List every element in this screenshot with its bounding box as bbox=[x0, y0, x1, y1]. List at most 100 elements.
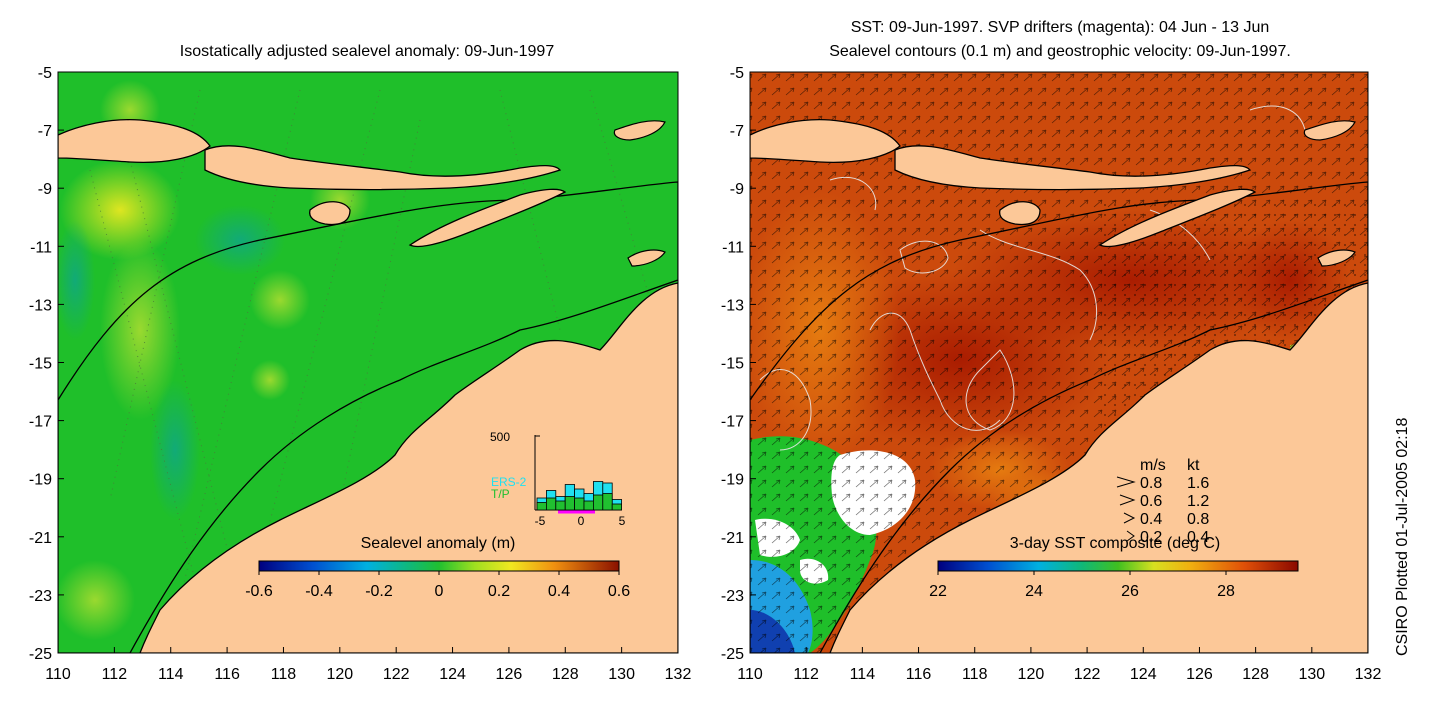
y-tick-label: -25 bbox=[29, 646, 52, 663]
sst-colorbar: 3-day SST composite (deg C) 22 24 26 28 bbox=[929, 535, 1299, 600]
y-tick-label: -7 bbox=[38, 123, 52, 140]
sla-colorbar: Sealevel anomaly (m) -0.6 -0.4 -0.2 0 0.2 0.4… bbox=[245, 535, 630, 600]
sla-anomaly-blob bbox=[58, 560, 135, 640]
velocity-legend-kt: 0.4 bbox=[1187, 529, 1209, 546]
y-tick-label: -23 bbox=[29, 588, 52, 605]
island-small bbox=[627, 249, 666, 267]
sla-low-anomaly-blob bbox=[195, 205, 285, 275]
y-tick-label: -7 bbox=[730, 123, 744, 140]
x-tick-label: 128 bbox=[1242, 666, 1269, 683]
x-tick-label: 114 bbox=[850, 666, 876, 683]
x-tick-label: 118 bbox=[962, 666, 988, 683]
colorbar-tick-label: -0.4 bbox=[305, 583, 333, 600]
x-tick-label: 112 bbox=[102, 666, 128, 683]
right-panel-title-line2: Sealevel contours (0.1 m) and geostrophi… bbox=[829, 43, 1291, 60]
y-tick-label: -25 bbox=[721, 646, 744, 663]
island-small bbox=[1317, 249, 1356, 267]
x-tick-label: 114 bbox=[158, 666, 184, 683]
colorbar-tick-label: 0.6 bbox=[608, 583, 630, 600]
velocity-arrow-icon bbox=[1119, 494, 1136, 506]
velocity-legend-ms: 0.8 bbox=[1140, 475, 1162, 492]
y-tick-label: -13 bbox=[721, 297, 744, 314]
x-tick-label: 110 bbox=[45, 666, 71, 683]
legend-ers2: ERS-2 bbox=[491, 475, 527, 489]
x-tick-label: 132 bbox=[665, 666, 692, 683]
velocity-legend-kt: 1.2 bbox=[1187, 493, 1209, 510]
x-tick-label: 112 bbox=[793, 666, 819, 683]
sealevel-contours bbox=[759, 105, 1306, 451]
sla-colorbar-label: Sealevel anomaly (m) bbox=[361, 535, 516, 552]
y-tick-label: -17 bbox=[721, 414, 744, 431]
island-java-bali bbox=[750, 119, 901, 164]
y-tick-label: -21 bbox=[29, 530, 52, 547]
y-tick-label: -23 bbox=[721, 588, 744, 605]
x-tick-label: 118 bbox=[271, 666, 297, 683]
island-sumba bbox=[309, 201, 351, 226]
y-tick-label: -19 bbox=[721, 472, 744, 489]
x-tick-label: 110 bbox=[737, 666, 763, 683]
y-tick-label: -11 bbox=[30, 239, 52, 256]
velocity-legend-header-ms: m/s bbox=[1140, 457, 1166, 474]
island-lesser-sunda bbox=[894, 145, 1252, 191]
velocity-legend-header-kt: kt bbox=[1187, 457, 1200, 474]
x-tick-label: 116 bbox=[906, 666, 932, 683]
plot-timestamp-label: CSIRO Plotted 01-Jul-2005 02:18 bbox=[1394, 418, 1411, 656]
velocity-legend-kt: 1.6 bbox=[1187, 475, 1209, 492]
island-small bbox=[1303, 120, 1356, 141]
island-sumba bbox=[999, 201, 1041, 226]
y-tick-label: -11 bbox=[722, 239, 744, 256]
island-timor bbox=[1098, 188, 1257, 248]
y-tick-label: -5 bbox=[38, 65, 52, 82]
x-tick-label: 126 bbox=[496, 666, 523, 683]
y-tick-label: -5 bbox=[730, 65, 744, 82]
velocity-legend-ms: 0.2 bbox=[1140, 529, 1162, 546]
histogram-bar-tp bbox=[546, 497, 557, 511]
velocity-legend: m/s kt 0.8 1.60.6 1.20.4 0.80.2 0.4 bbox=[1116, 457, 1209, 546]
x-tick-label: 132 bbox=[1355, 666, 1382, 683]
x-tick-label: 130 bbox=[608, 666, 635, 683]
histogram-bar-tp bbox=[555, 500, 566, 511]
sla-anomaly-blob bbox=[250, 270, 310, 330]
histogram-bar-tp bbox=[593, 494, 604, 511]
y-tick-label: -19 bbox=[29, 472, 52, 489]
x-tick-label: 130 bbox=[1298, 666, 1325, 683]
colorbar-tick-label: -0.6 bbox=[245, 583, 273, 600]
velocity-arrow-icon bbox=[1126, 530, 1135, 542]
left-x-axis: 110 112 114 116 118 120 122 124 126 128 130 132 bbox=[45, 647, 691, 683]
sla-low-anomaly-blob bbox=[150, 380, 200, 520]
sla-anomaly-blob bbox=[250, 360, 290, 400]
sla-anomaly-blob bbox=[100, 240, 180, 420]
histogram-x-tick-label: 0 bbox=[578, 514, 585, 528]
y-tick-label: -13 bbox=[29, 297, 52, 314]
histogram-bar-tp bbox=[583, 500, 594, 511]
sst-map bbox=[750, 72, 1368, 653]
x-tick-label: 122 bbox=[1074, 666, 1101, 683]
colorbar-tick-label: 0.4 bbox=[548, 583, 570, 600]
sla-high-anomaly-blob bbox=[60, 160, 180, 260]
island-java-bali bbox=[58, 119, 211, 164]
x-tick-label: 128 bbox=[552, 666, 579, 683]
y-tick-label: -9 bbox=[730, 181, 744, 198]
colorbar-tick-label: 0 bbox=[435, 583, 444, 600]
sla-colorbar-gradient bbox=[258, 560, 620, 572]
velocity-legend-ms: 0.4 bbox=[1140, 511, 1162, 528]
island-lesser-sunda bbox=[204, 145, 562, 191]
histogram-ymax-label: 500 bbox=[490, 430, 510, 444]
right-y-axis: -5 -7 -9 -11 -13 -15 -17 -19 -21 -23 -25 bbox=[721, 65, 756, 663]
colorbar-tick-label: 26 bbox=[1121, 583, 1139, 600]
histogram-x-tick-label: -5 bbox=[535, 514, 546, 528]
velocity-legend-kt: 0.8 bbox=[1187, 511, 1209, 528]
histogram-bar-tp bbox=[574, 497, 585, 511]
shelf-contour bbox=[750, 181, 1368, 653]
left-y-axis: -5 -7 -9 -11 -13 -15 -17 -19 -21 -23 -25 bbox=[29, 65, 64, 663]
x-tick-label: 120 bbox=[1018, 666, 1045, 683]
colorbar-tick-label: -0.2 bbox=[365, 583, 393, 600]
x-tick-label: 122 bbox=[383, 666, 410, 683]
sla-low-anomaly-blob bbox=[58, 220, 95, 340]
y-tick-label: -9 bbox=[38, 181, 52, 198]
velocity-arrow-icon bbox=[1123, 512, 1136, 524]
x-tick-label: 126 bbox=[1186, 666, 1213, 683]
histogram-bar-tp bbox=[611, 503, 623, 511]
